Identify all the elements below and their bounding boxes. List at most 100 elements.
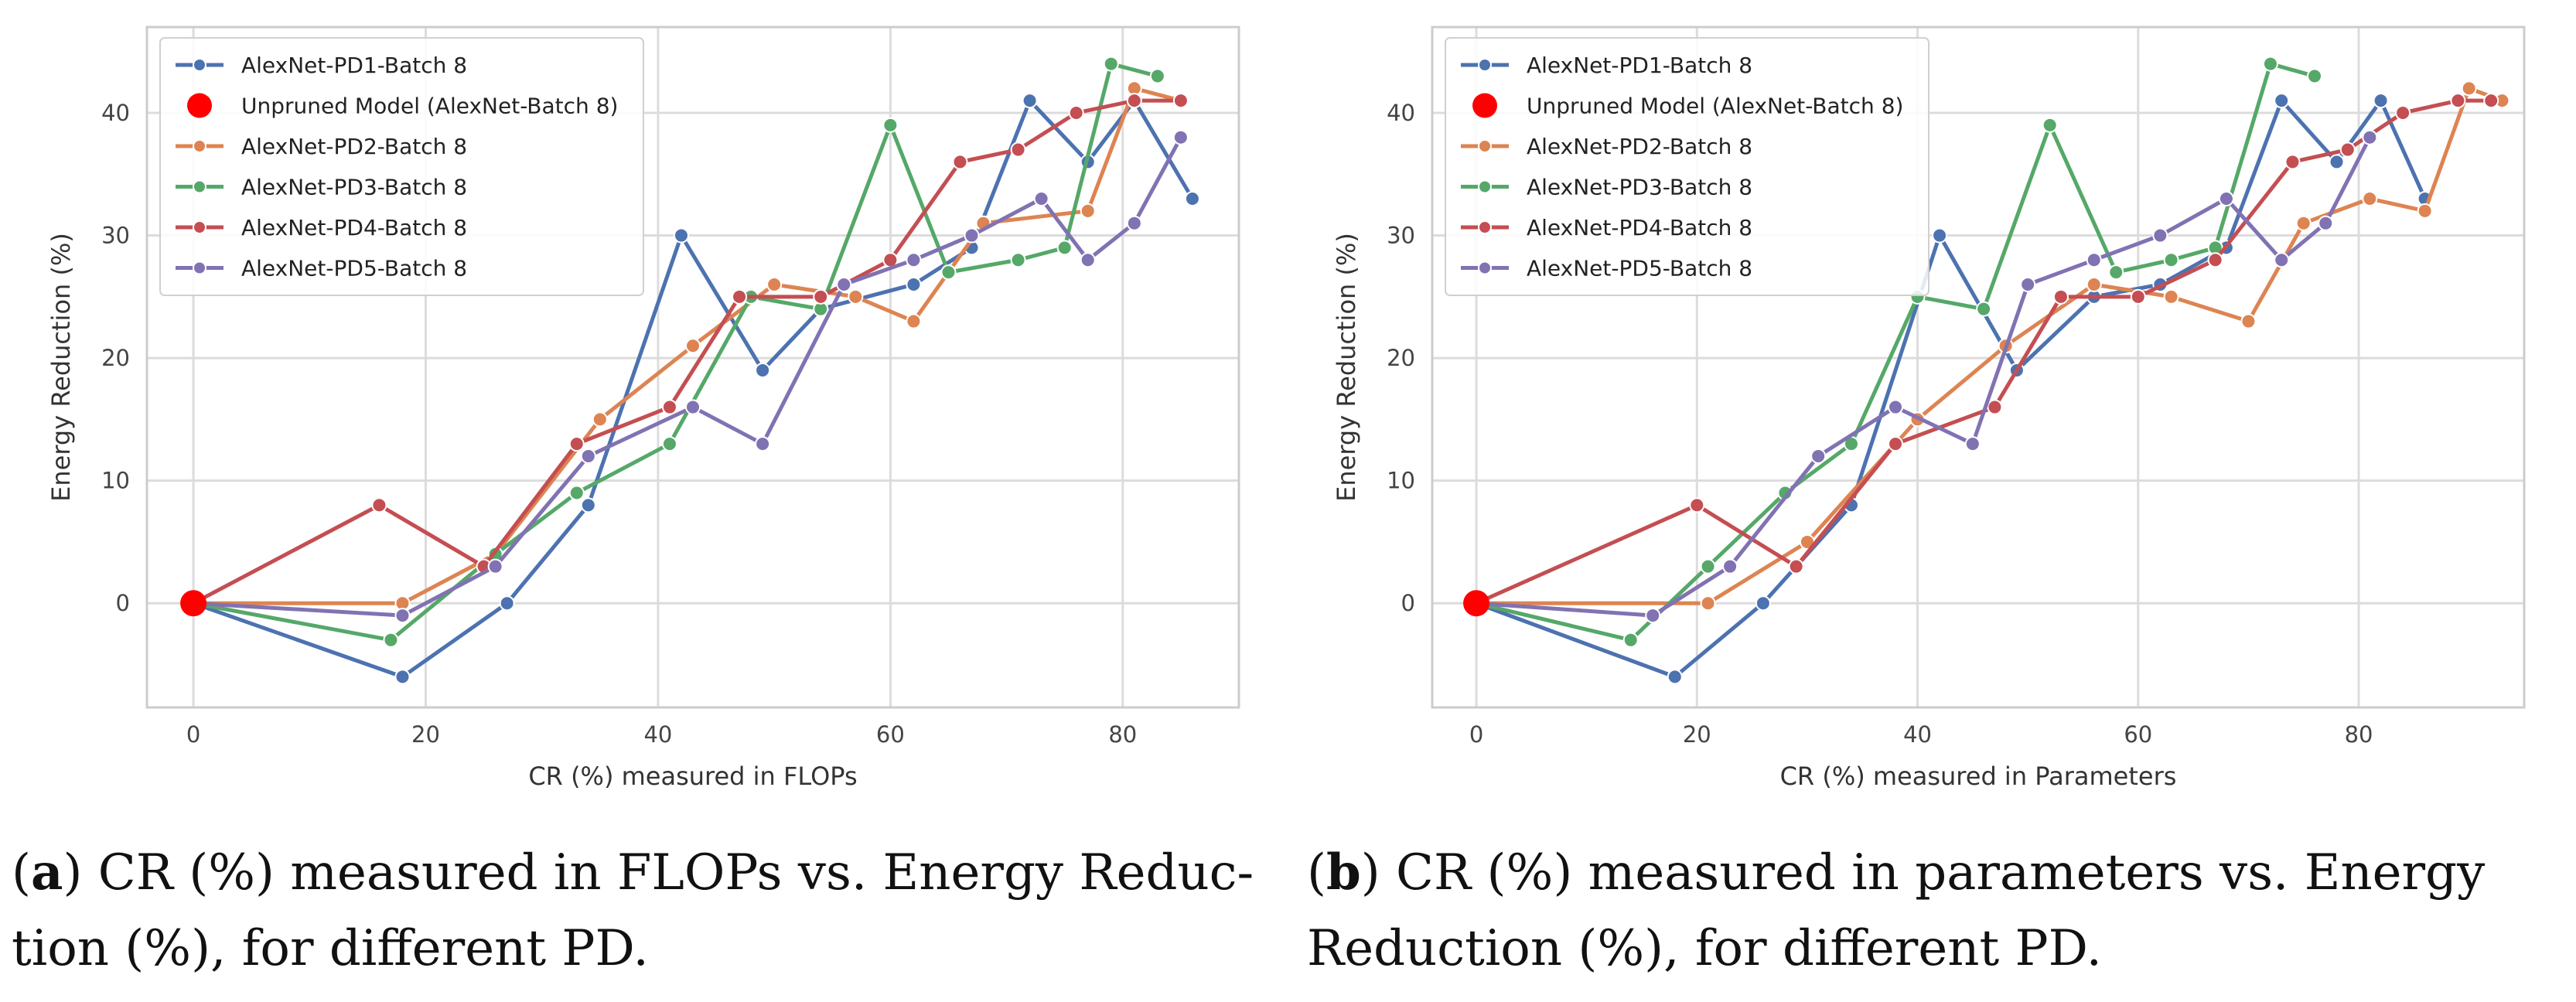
data-point-pd2 [592,411,608,428]
data-point-pd4 [813,288,829,305]
data-point-pd2 [2163,288,2179,305]
legend-swatch-marker [187,93,212,118]
data-point-pd4 [2284,154,2301,170]
caption-a: (a) CR (%) measured in FLOPs vs. Energy … [12,835,1264,987]
y-tick-label: 20 [101,345,130,371]
data-point-pd5 [685,399,701,415]
x-tick-label: 80 [1108,721,1137,748]
data-point-pd2 [2086,276,2102,292]
data-point-pd4 [1987,399,2003,415]
data-point-pd5 [964,227,980,244]
data-point-pd4 [2207,252,2223,268]
data-point-pd4 [1126,93,1142,109]
data-point-pd4 [2483,93,2499,109]
legend-label: AlexNet-PD3-Batch 8 [1527,175,1752,200]
data-point-pd3 [2108,264,2124,281]
legend-swatch-marker [1478,261,1492,275]
x-tick-label: 20 [1683,721,1711,748]
y-tick-label: 30 [1387,223,1415,249]
y-tick-label: 10 [1387,468,1415,494]
legend-label: Unpruned Model (AlexNet-Batch 8) [241,94,618,119]
chart-b: 0 20 40 60 80 0 10 20 30 40 CR (%) measured in Par… [1332,26,2526,791]
x-axis-label: CR (%) measured in FLOPs [528,762,857,791]
legend-label: AlexNet-PD2-Batch 8 [1527,134,1752,159]
data-point-pd4 [732,288,748,305]
legend-label: AlexNet-PD3-Batch 8 [241,175,467,200]
caption-a-line1: CR (%) measured in FLOPs vs. Energy Redu… [97,844,1254,901]
data-point-pd2 [1700,595,1716,612]
data-point-pd5 [755,436,771,452]
plot-frame [145,26,1240,709]
data-point-pd1 [906,276,922,292]
data-point-pd3 [2262,56,2278,72]
data-point-pd5 [2086,252,2102,268]
chart-a: 0 20 40 60 80 0 10 20 30 40 CR (%) measured in FLO… [46,26,1240,791]
data-point-pd3 [2307,68,2323,84]
legend-label: AlexNet-PD1-Batch 8 [1527,53,1752,78]
data-point-pd2 [906,313,922,329]
x-tick-label: 40 [1903,721,1932,748]
data-point-pd5 [1964,436,1981,452]
legend-swatch-marker [1478,220,1492,234]
data-point-pd1 [580,497,596,513]
data-point-pd2 [2461,80,2477,97]
data-point-pd1 [2373,93,2389,109]
data-point-pd5 [906,252,922,268]
data-point-pd4 [568,436,585,452]
data-point-pd1 [1184,190,1200,206]
data-point-pd5 [1033,190,1049,206]
legend-swatch-marker [193,220,206,234]
data-point-pd2 [2240,313,2257,329]
data-point-pd4 [952,154,968,170]
data-point-pd4 [371,497,387,513]
data-point-pd5 [1172,129,1189,145]
caption-b-line1: CR (%) measured in parameters vs. Energy [1396,844,2486,901]
x-tick-label: 80 [2345,721,2373,748]
data-point-pd4 [2450,93,2466,109]
data-point-pd5 [2274,252,2290,268]
data-point-pd3 [1103,56,1119,72]
data-point-pd4 [1788,558,1804,574]
legend [159,37,644,296]
legend-label: AlexNet-PD5-Batch 8 [1527,256,1752,281]
data-point-pd1 [394,669,411,685]
data-point-pd3 [1622,632,1639,648]
legend-label: AlexNet-PD4-Batch 8 [241,215,467,240]
x-tick-label: 60 [876,721,905,748]
data-point-pd3 [940,264,957,281]
unpruned-marker [1463,590,1490,617]
data-point-pd4 [1689,497,1705,513]
legend-label: AlexNet-PD5-Batch 8 [241,256,467,281]
data-point-pd5 [836,276,852,292]
x-tick-label: 40 [643,721,672,748]
y-tick-label: 40 [1387,100,1415,126]
legend-swatch-marker [1478,139,1492,153]
data-point-pd2 [1080,203,1096,219]
data-point-pd4 [2130,288,2146,305]
y-axis-label: Energy Reduction (%) [1332,233,1361,502]
data-point-pd1 [1932,227,1948,244]
data-point-pd4 [1068,104,1084,121]
legend-swatch-marker [1472,93,1497,118]
y-tick-label: 30 [101,223,130,249]
data-point-pd1 [1755,595,1771,612]
data-point-pd2 [848,288,864,305]
legend-swatch-marker [193,261,206,275]
unpruned-marker [180,590,207,617]
data-point-pd3 [2163,252,2179,268]
caption-a-label: a [30,844,63,901]
y-axis-label: Energy Reduction (%) [46,233,76,502]
data-point-pd5 [1080,252,1096,268]
data-point-pd3 [882,117,899,133]
legend-swatch-marker [1478,58,1492,72]
y-tick-label: 40 [101,100,130,126]
data-point-pd2 [2295,215,2312,231]
x-axis-label: CR (%) measured in Parameters [1780,762,2177,791]
data-point-pd5 [2318,215,2334,231]
data-point-pd5 [1645,608,1661,624]
data-point-pd5 [1810,448,1827,464]
caption-b: (b) CR (%) measured in parameters vs. En… [1307,835,2575,987]
legend-swatch-marker [193,58,206,72]
data-point-pd5 [2218,190,2234,206]
